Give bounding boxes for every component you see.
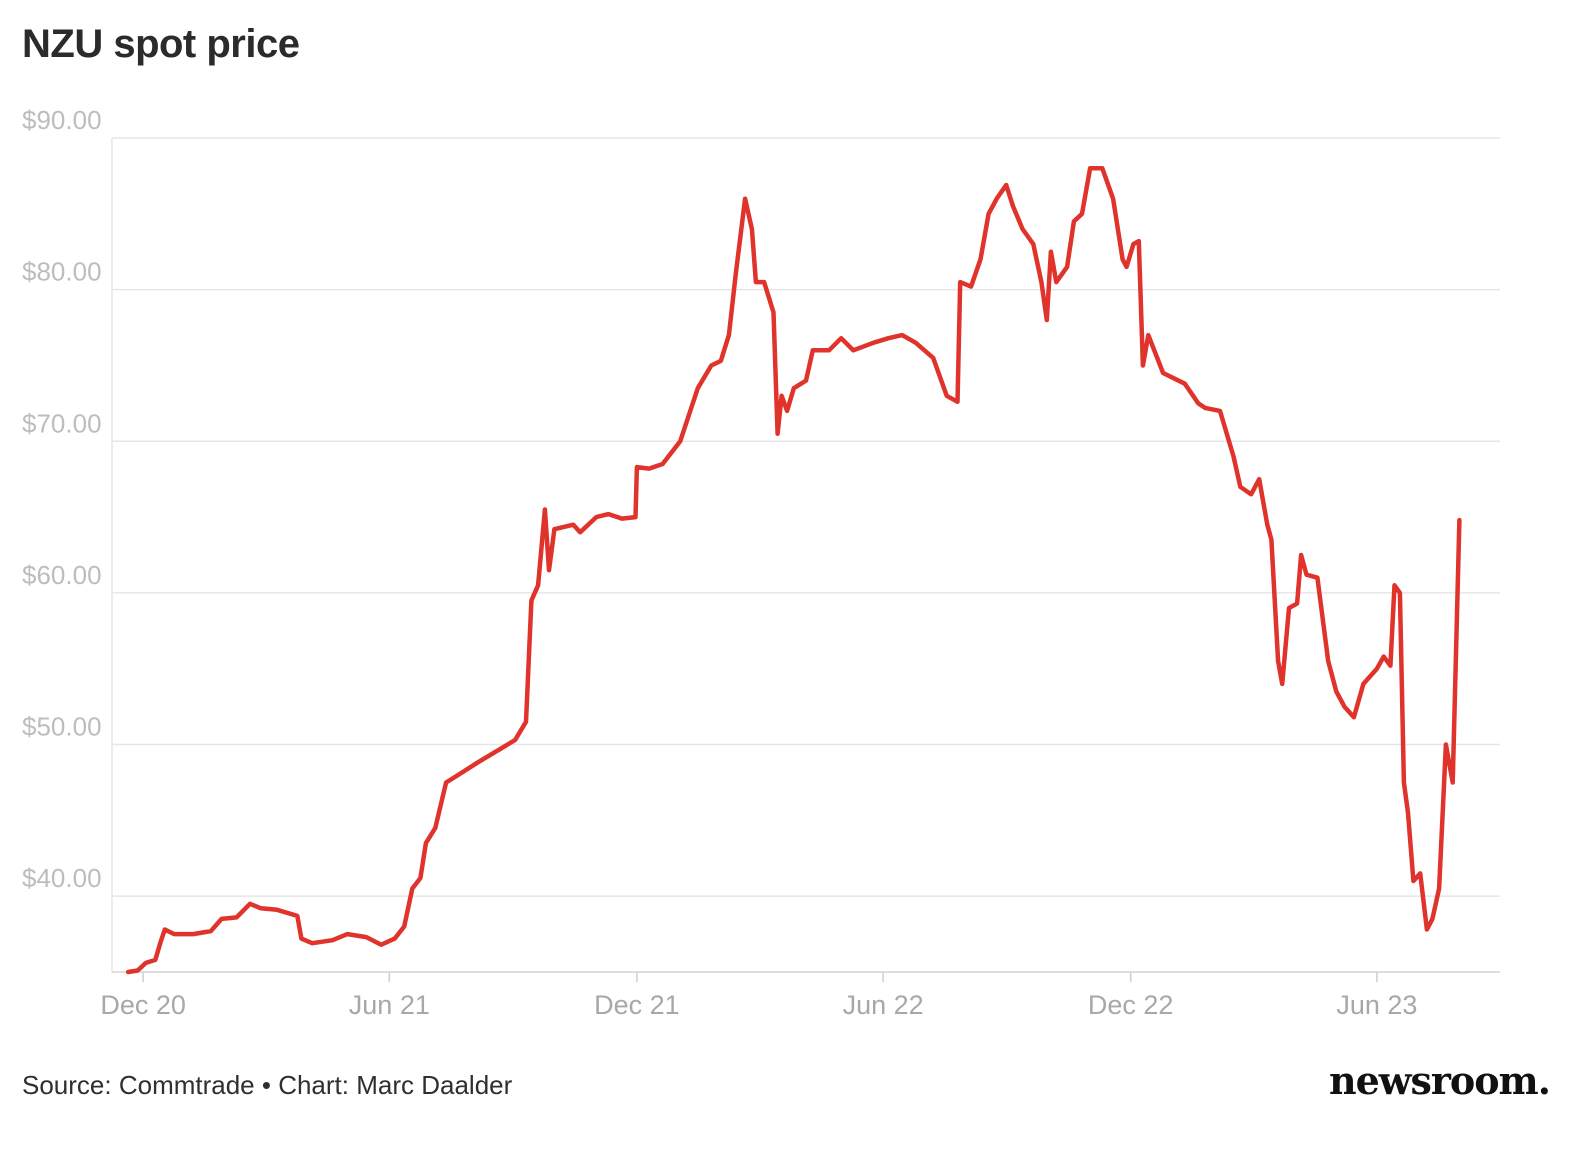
grid-lines: [111, 137, 1500, 973]
x-tick-label: Jun 22: [843, 990, 924, 1020]
x-tick-label: Dec 22: [1088, 990, 1174, 1020]
x-tick-label: Dec 21: [594, 990, 680, 1020]
x-tick-label: Dec 20: [100, 990, 186, 1020]
x-tick-label: Jun 21: [349, 990, 430, 1020]
y-tick-label: $60.00: [22, 560, 102, 590]
x-axis: Dec 20 Jun 21 Dec 21 Jun 22 Dec 22 Jun 23: [100, 972, 1417, 1020]
y-tick-label: $70.00: [22, 408, 102, 438]
chart-title: NZU spot price: [22, 22, 300, 66]
y-tick-label: $40.00: [22, 863, 102, 893]
y-axis: $40.00 $50.00 $60.00 $70.00 $80.00 $90.00: [22, 105, 102, 893]
y-tick-label: $80.00: [22, 257, 102, 287]
source-credit: Source: Commtrade • Chart: Marc Daalder: [22, 1070, 513, 1100]
newsroom-logo[interactable]: newsroom.: [1328, 1058, 1551, 1103]
x-tick-label: Jun 23: [1336, 990, 1417, 1020]
y-tick-label: $90.00: [22, 105, 102, 135]
y-tick-label: $50.00: [22, 712, 102, 742]
series-line: [125, 166, 1462, 975]
